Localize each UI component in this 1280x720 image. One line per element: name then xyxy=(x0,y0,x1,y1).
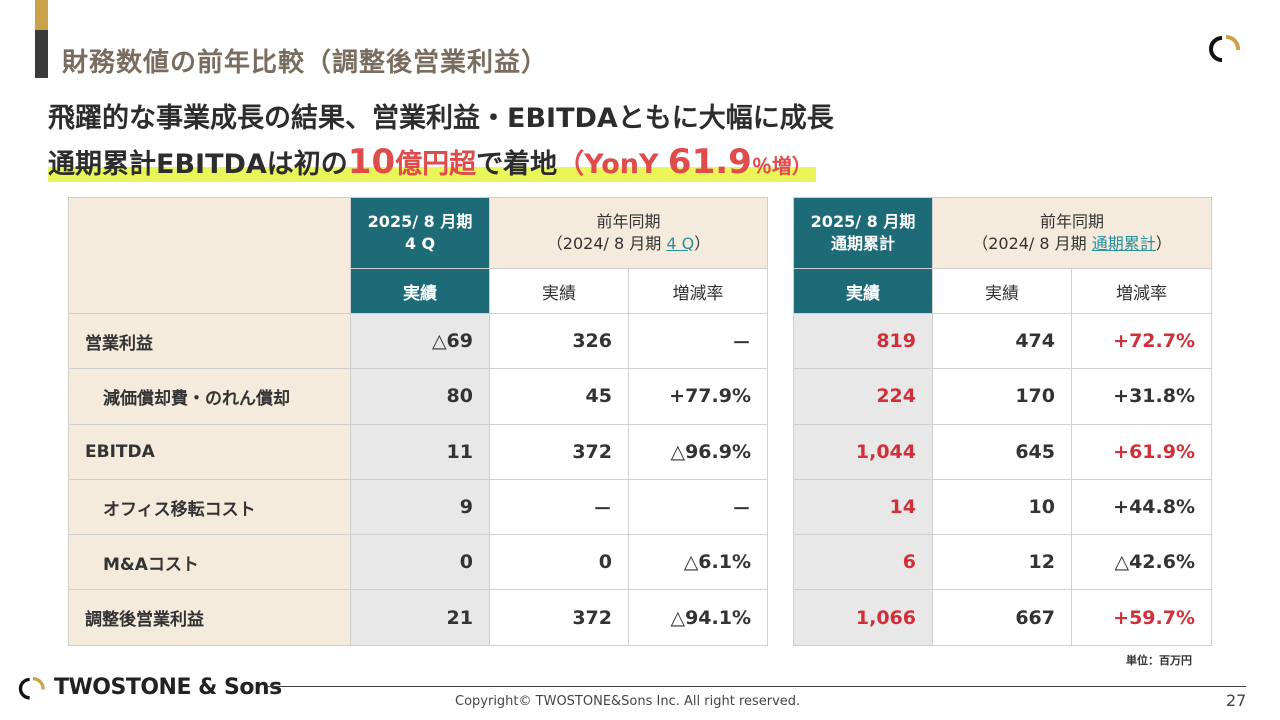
table-row: 営業利益 △69 326 － xyxy=(68,312,768,370)
page-title: 財務数値の前年比較（調整後営業利益） xyxy=(62,48,549,78)
row-label: 営業利益 xyxy=(68,312,351,370)
header-text: 通期累計 xyxy=(830,234,895,253)
table-row: 減価償却費・のれん償却 80 45 +77.9% xyxy=(68,368,768,425)
header-text: 前年同期 xyxy=(596,212,661,231)
col-header-current: 2025/ 8 月期 通期累計 xyxy=(793,197,933,269)
page-number: 27 xyxy=(1226,691,1247,710)
table-row: 6 12 △42.6% xyxy=(793,534,1212,591)
table-row: 14 10 +44.8% xyxy=(793,478,1212,536)
table-row: EBITDA 11 372 △96.9% xyxy=(68,423,768,480)
header-link[interactable]: 4 Q xyxy=(666,234,695,253)
cell-prev-actual: 645 xyxy=(932,423,1072,480)
cell-actual: 224 xyxy=(793,368,933,425)
cell-prev-actual: 667 xyxy=(932,589,1072,646)
corner-cell xyxy=(68,197,351,314)
cell-rate: △96.9% xyxy=(628,423,768,480)
table-row: 1,044 645 +61.9% xyxy=(793,423,1212,480)
cell-actual: 819 xyxy=(793,312,933,370)
header-text: （2024/ 8 月期 xyxy=(972,234,1092,253)
cell-rate: － xyxy=(628,478,768,536)
cell-rate: +44.8% xyxy=(1071,478,1212,536)
cell-actual: 9 xyxy=(350,478,490,536)
cell-rate: +31.8% xyxy=(1071,368,1212,425)
cell-rate: △94.1% xyxy=(628,589,768,646)
cell-actual: △69 xyxy=(350,312,490,370)
subheader-prev-actual: 実績 xyxy=(489,268,629,314)
table-row: 224 170 +31.8% xyxy=(793,368,1212,425)
row-label: M&Aコスト xyxy=(68,534,351,591)
cell-actual: 14 xyxy=(793,478,933,536)
full-year-comparison-table: 2025/ 8 月期 通期累計 前年同期 （2024/ 8 月期 通期累計） 実績 … xyxy=(793,197,1212,646)
cell-rate: +61.9% xyxy=(1071,423,1212,480)
table-row: 819 474 +72.7% xyxy=(793,312,1212,370)
footer-divider xyxy=(268,686,1246,687)
cell-prev-actual: 372 xyxy=(489,589,629,646)
subheader-actual: 実績 xyxy=(350,268,490,314)
header-text: 2025/ 8 月期 xyxy=(810,212,916,231)
footer-logo: TWOSTONE & Sons xyxy=(18,674,282,700)
cell-prev-actual: 170 xyxy=(932,368,1072,425)
cell-prev-actual: 45 xyxy=(489,368,629,425)
header-text: 2025/ 8 月期 xyxy=(367,212,473,231)
cell-prev-actual: 326 xyxy=(489,312,629,370)
cell-prev-actual: 0 xyxy=(489,534,629,591)
brand-logo-icon xyxy=(1209,34,1241,62)
table-row: M&Aコスト 0 0 △6.1% xyxy=(68,534,768,591)
accent-bar-gold xyxy=(35,0,48,30)
copyright: Copyright© TWOSTONE&Sons Inc. All right … xyxy=(455,694,801,709)
accent-bar-dark xyxy=(35,30,48,78)
subheader-rate: 増減率 xyxy=(1071,268,1212,314)
headline-2-yony-value: 61.9 xyxy=(667,142,752,182)
cell-rate: +77.9% xyxy=(628,368,768,425)
row-label: 減価償却費・のれん償却 xyxy=(68,368,351,425)
headline-2-highlight-unit: 億円超 xyxy=(395,149,477,180)
cell-actual: 6 xyxy=(793,534,933,591)
row-label: オフィス移転コスト xyxy=(68,478,351,536)
table-row: 調整後営業利益 21 372 △94.1% xyxy=(68,589,768,646)
cell-actual: 11 xyxy=(350,423,490,480)
unit-label: 単位：百万円 xyxy=(1126,654,1192,667)
header-link[interactable]: 通期累計 xyxy=(1091,234,1156,253)
row-label: 調整後営業利益 xyxy=(68,589,351,646)
quarter-comparison-table: 2025/ 8 月期 4 Q 前年同期 （2024/ 8 月期 4 Q） 実績 実績… xyxy=(68,197,768,646)
cell-actual: 1,044 xyxy=(793,423,933,480)
cell-rate: +59.7% xyxy=(1071,589,1212,646)
headline-2-highlight-number: 10 xyxy=(347,142,396,182)
cell-prev-actual: 12 xyxy=(932,534,1072,591)
table-row: オフィス移転コスト 9 －－ xyxy=(68,478,768,536)
brand-logo-icon xyxy=(18,676,45,700)
cell-prev-actual: 10 xyxy=(932,478,1072,536)
col-header-prev: 前年同期 （2024/ 8 月期 通期累計） xyxy=(932,197,1212,269)
header-text: （2024/ 8 月期 xyxy=(546,234,667,253)
cell-prev-actual: 474 xyxy=(932,312,1072,370)
cell-actual: 21 xyxy=(350,589,490,646)
cell-prev-actual: 372 xyxy=(489,423,629,480)
headline-2-yony: （YonY xyxy=(557,149,668,180)
cell-actual: 1,066 xyxy=(793,589,933,646)
subheader-actual: 実績 xyxy=(793,268,933,314)
header-text: ） xyxy=(694,234,711,253)
cell-actual: 0 xyxy=(350,534,490,591)
col-header-prev: 前年同期 （2024/ 8 月期 4 Q） xyxy=(489,197,768,269)
col-header-current: 2025/ 8 月期 4 Q xyxy=(350,197,490,269)
cell-actual: 80 xyxy=(350,368,490,425)
headline-2-text: 通期累計EBITDAは初の xyxy=(48,149,348,180)
cell-rate: △6.1% xyxy=(628,534,768,591)
headline-2-yony-suffix: ％増） xyxy=(751,154,812,178)
cell-rate: △42.6% xyxy=(1071,534,1212,591)
headline-2: 通期累計EBITDAは初の10億円超で着地（YonY 61.9％増） xyxy=(48,142,816,182)
cell-rate: － xyxy=(628,312,768,370)
header-text: 4 Q xyxy=(404,234,436,253)
cell-rate: +72.7% xyxy=(1071,312,1212,370)
subheader-prev-actual: 実績 xyxy=(932,268,1072,314)
cell-prev-actual: － xyxy=(489,478,629,536)
table-row: 1,066 667 +59.7% xyxy=(793,589,1212,646)
headline-1: 飛躍的な事業成長の結果、営業利益・EBITDAともに大幅に成長 xyxy=(48,103,834,134)
row-label: EBITDA xyxy=(68,423,351,480)
footer-brand: TWOSTONE & Sons xyxy=(54,674,282,700)
header-text: ） xyxy=(1155,234,1172,253)
subheader-rate: 増減率 xyxy=(628,268,768,314)
header-text: 前年同期 xyxy=(1039,212,1104,231)
headline-2-text-end: で着地 xyxy=(476,149,558,180)
